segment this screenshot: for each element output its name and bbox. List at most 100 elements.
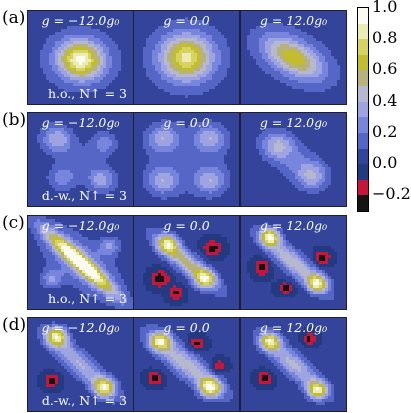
heatmap-cell	[206, 11, 210, 15]
heatmap-cell	[185, 149, 189, 153]
heatmap-cell	[188, 143, 192, 147]
heatmap-cell	[203, 128, 207, 132]
heatmap-cell	[298, 53, 302, 57]
heatmap-cell	[233, 53, 237, 57]
heatmap-cell	[265, 83, 269, 87]
heatmap-cell	[82, 140, 86, 144]
heatmap-cell	[310, 95, 314, 99]
heatmap-cell	[173, 164, 177, 168]
heatmap-cell	[70, 188, 74, 192]
heatmap-cell	[304, 80, 308, 84]
heatmap-cell	[130, 35, 133, 39]
heatmap-cell	[115, 113, 119, 117]
heatmap-cell	[247, 44, 251, 48]
heatmap-cell	[130, 179, 133, 183]
heatmap-cell	[259, 56, 263, 60]
heatmap-cell	[91, 14, 95, 18]
heatmap-cell	[170, 149, 174, 153]
heatmap-cell	[82, 35, 86, 39]
heatmap-cell	[224, 29, 228, 33]
heatmap-cell	[124, 122, 128, 126]
heatmap-cell	[34, 194, 38, 198]
heatmap-cell	[212, 122, 216, 126]
heatmap-cell	[158, 134, 162, 138]
heatmap-cell	[224, 74, 228, 78]
heatmap-cell	[250, 74, 254, 78]
heatmap-cell	[100, 32, 104, 36]
heatmap-cell	[158, 149, 162, 153]
heatmap-cell	[43, 29, 47, 33]
heatmap-cell	[301, 92, 305, 96]
heatmap-cell	[274, 65, 278, 69]
heatmap-cell	[127, 50, 131, 54]
heatmap-cell	[197, 71, 201, 75]
heatmap-cell	[277, 56, 281, 60]
heatmap-cell	[46, 149, 50, 153]
heatmap-cell	[280, 71, 284, 75]
heatmap-cell	[67, 200, 71, 204]
heatmap-cell	[97, 65, 101, 69]
heatmap-cell	[236, 122, 239, 126]
heatmap-cell	[310, 101, 314, 104]
heatmap-cell	[185, 56, 189, 60]
heatmap-cell	[61, 146, 65, 150]
heatmap-cell	[244, 20, 248, 24]
heatmap-cell	[310, 20, 314, 24]
heatmap-cell	[164, 14, 168, 18]
heatmap-cell	[97, 167, 101, 171]
heatmap-cell	[67, 164, 71, 168]
heatmap-cell	[236, 65, 239, 69]
heatmap-cell	[37, 200, 41, 204]
heatmap-cell	[106, 23, 110, 27]
heatmap-cell	[194, 20, 198, 24]
heatmap-cell	[82, 89, 86, 93]
heatmap-cell	[52, 131, 56, 135]
heatmap-cell	[121, 128, 125, 132]
heatmap-cell	[103, 92, 107, 96]
heatmap-cell	[233, 62, 237, 66]
heatmap-cell	[64, 125, 68, 129]
heatmap-cell	[200, 143, 204, 147]
heatmap-cell	[244, 35, 248, 39]
heatmap-cell	[247, 14, 251, 18]
heatmap-cell	[250, 62, 254, 66]
heatmap-cell	[49, 14, 53, 18]
heatmap-cell	[325, 14, 329, 18]
heatmap-cell	[200, 17, 204, 21]
heatmap-cell	[121, 92, 125, 96]
heatmap-cell	[203, 152, 207, 156]
heatmap-cell	[127, 95, 131, 99]
heatmap-cell	[319, 59, 323, 63]
heatmap-cell	[200, 131, 204, 135]
heatmap-cell	[215, 65, 219, 69]
heatmap-cell	[176, 158, 180, 162]
heatmap-cell	[176, 11, 180, 15]
heatmap-cell	[209, 122, 213, 126]
heatmap-cell	[161, 17, 165, 21]
heatmap-cell	[85, 128, 89, 132]
heatmap-cell	[206, 131, 210, 135]
heatmap-cell	[256, 101, 260, 104]
heatmap-cell	[286, 98, 290, 102]
heatmap-cell	[49, 176, 53, 180]
heatmap-cell	[124, 203, 128, 206]
heatmap-cell	[79, 17, 83, 21]
heatmap-cell	[218, 35, 222, 39]
heatmap-cell	[118, 158, 122, 162]
heatmap-cell	[40, 29, 44, 33]
heatmap-cell	[292, 71, 296, 75]
heatmap-cell	[233, 32, 237, 36]
heatmap-cell	[127, 191, 131, 195]
heatmap-cell	[140, 59, 144, 63]
heatmap-cell	[88, 71, 92, 75]
heatmap-cell	[79, 122, 83, 126]
heatmap-cell	[46, 77, 50, 81]
heatmap-cell	[127, 119, 131, 123]
heatmap-cell	[143, 23, 147, 27]
heatmap-cell	[256, 26, 260, 30]
heatmap-cell	[283, 17, 287, 21]
heatmap-cell	[155, 20, 159, 24]
heatmap-cell	[215, 98, 219, 102]
heatmap-cell	[76, 80, 80, 84]
heatmap-cell	[61, 23, 65, 27]
